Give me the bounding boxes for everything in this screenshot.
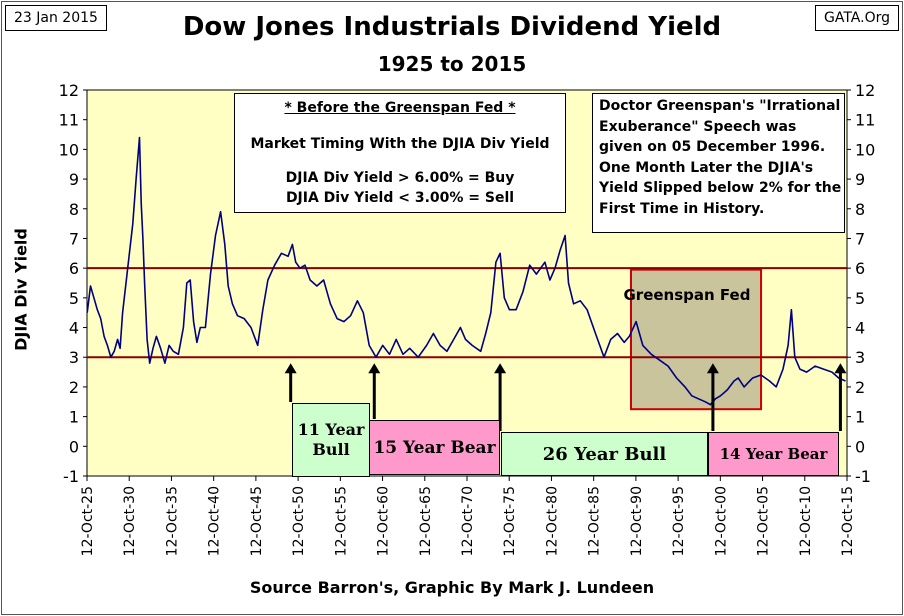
x-tick-label: 12-Oct-70	[460, 486, 476, 556]
greenspan-note: Doctor Greenspan's "Irrational Exuberanc…	[592, 93, 845, 233]
marker-arrowhead	[284, 363, 297, 374]
x-tick-label: 12-Oct-60	[376, 486, 392, 556]
x-tick-label: 12-Oct-00	[713, 486, 729, 556]
x-tick-label: 12-Oct-05	[756, 486, 772, 556]
y-tick-left: 2	[69, 378, 79, 397]
marker-arrowhead	[494, 363, 507, 374]
y-tick-right: 3	[855, 348, 865, 367]
era-bear-1960: 15 Year Bear	[369, 420, 500, 475]
timing-note-line1: Market Timing With the DJIA Div Yield	[250, 136, 550, 152]
timing-note-heading: * Before the Greenspan Fed *	[284, 100, 516, 116]
y-tick-right: 11	[855, 111, 875, 130]
y-tick-left: 12	[59, 81, 79, 100]
x-tick-label: 12-Oct-55	[333, 486, 349, 556]
chart-title: Dow Jones Industrials Dividend Yield	[182, 12, 722, 42]
yield-line	[86, 136, 846, 406]
y-tick-left: 9	[69, 170, 79, 189]
source-credit: Source Barron's, Graphic By Mark J. Lund…	[249, 578, 655, 597]
y-tick-right: 2	[855, 378, 865, 397]
marker-arrowhead	[834, 363, 847, 374]
y-tick-right: 7	[855, 229, 865, 248]
y-tick-left: 3	[69, 348, 79, 367]
era-bull-1975: 26 Year Bull	[501, 432, 708, 476]
y-tick-right: 8	[855, 200, 865, 219]
x-tick-label: 12-Oct-80	[544, 486, 560, 556]
date-label: 23 Jan 2015	[5, 5, 107, 31]
y-tick-right: 12	[855, 81, 875, 100]
y-tick-left: 0	[69, 437, 79, 456]
site-label: GATA.Org	[814, 5, 899, 31]
y-tick-left: 10	[59, 140, 79, 159]
x-tick-label: 12-Oct-45	[249, 486, 265, 556]
y-tick-left: 8	[69, 200, 79, 219]
x-tick-label: 12-Oct-85	[587, 486, 603, 556]
x-tick-label: 12-Oct-25	[80, 486, 96, 556]
timing-note-sell: DJIA Div Yield < 3.00% = Sell	[285, 190, 515, 206]
chart-subtitle: 1925 to 2015	[377, 52, 527, 76]
y-tick-right: 6	[855, 259, 865, 278]
x-tick-label: 12-Oct-15	[840, 486, 856, 556]
greenspan-label: Greenspan Fed	[623, 286, 751, 304]
timing-note-buy: DJIA Div Yield > 6.00% = Buy	[285, 170, 515, 186]
x-tick-label: 12-Oct-30	[122, 486, 138, 556]
y-tick-right: 0	[855, 437, 865, 456]
y-tick-left: 1	[69, 408, 79, 427]
y-tick-left: 5	[69, 289, 79, 308]
y-tick-right: 1	[855, 408, 865, 427]
y-tick-right: 5	[855, 289, 865, 308]
x-tick-label: 12-Oct-95	[671, 486, 687, 556]
x-tick-label: 12-Oct-10	[798, 486, 814, 556]
x-tick-label: 12-Oct-35	[164, 486, 180, 556]
era-bear-2000: 14 Year Bear	[708, 432, 839, 476]
x-tick-label: 12-Oct-50	[291, 486, 307, 556]
y-tick-left: -1	[63, 467, 79, 486]
x-tick-label: 12-Oct-75	[502, 486, 518, 556]
y-tick-right: -1	[855, 467, 871, 486]
y-tick-left: 6	[69, 259, 79, 278]
y-tick-left: 11	[59, 111, 79, 130]
marker-arrowhead	[706, 363, 719, 374]
era-bull-1950: 11 Year Bull	[292, 403, 370, 477]
x-tick-label: 12-Oct-90	[629, 486, 645, 556]
marker-arrowhead	[368, 363, 381, 374]
y-tick-right: 9	[855, 170, 865, 189]
y-tick-right: 4	[855, 319, 865, 338]
x-tick-label: 12-Oct-40	[207, 486, 223, 556]
y-tick-right: 10	[855, 140, 875, 159]
y-tick-left: 4	[69, 319, 79, 338]
y-tick-left: 7	[69, 229, 79, 248]
timing-note: * Before the Greenspan Fed * Market Timi…	[234, 93, 566, 213]
x-tick-label: 12-Oct-65	[418, 486, 434, 556]
greenspan-box	[629, 268, 763, 411]
